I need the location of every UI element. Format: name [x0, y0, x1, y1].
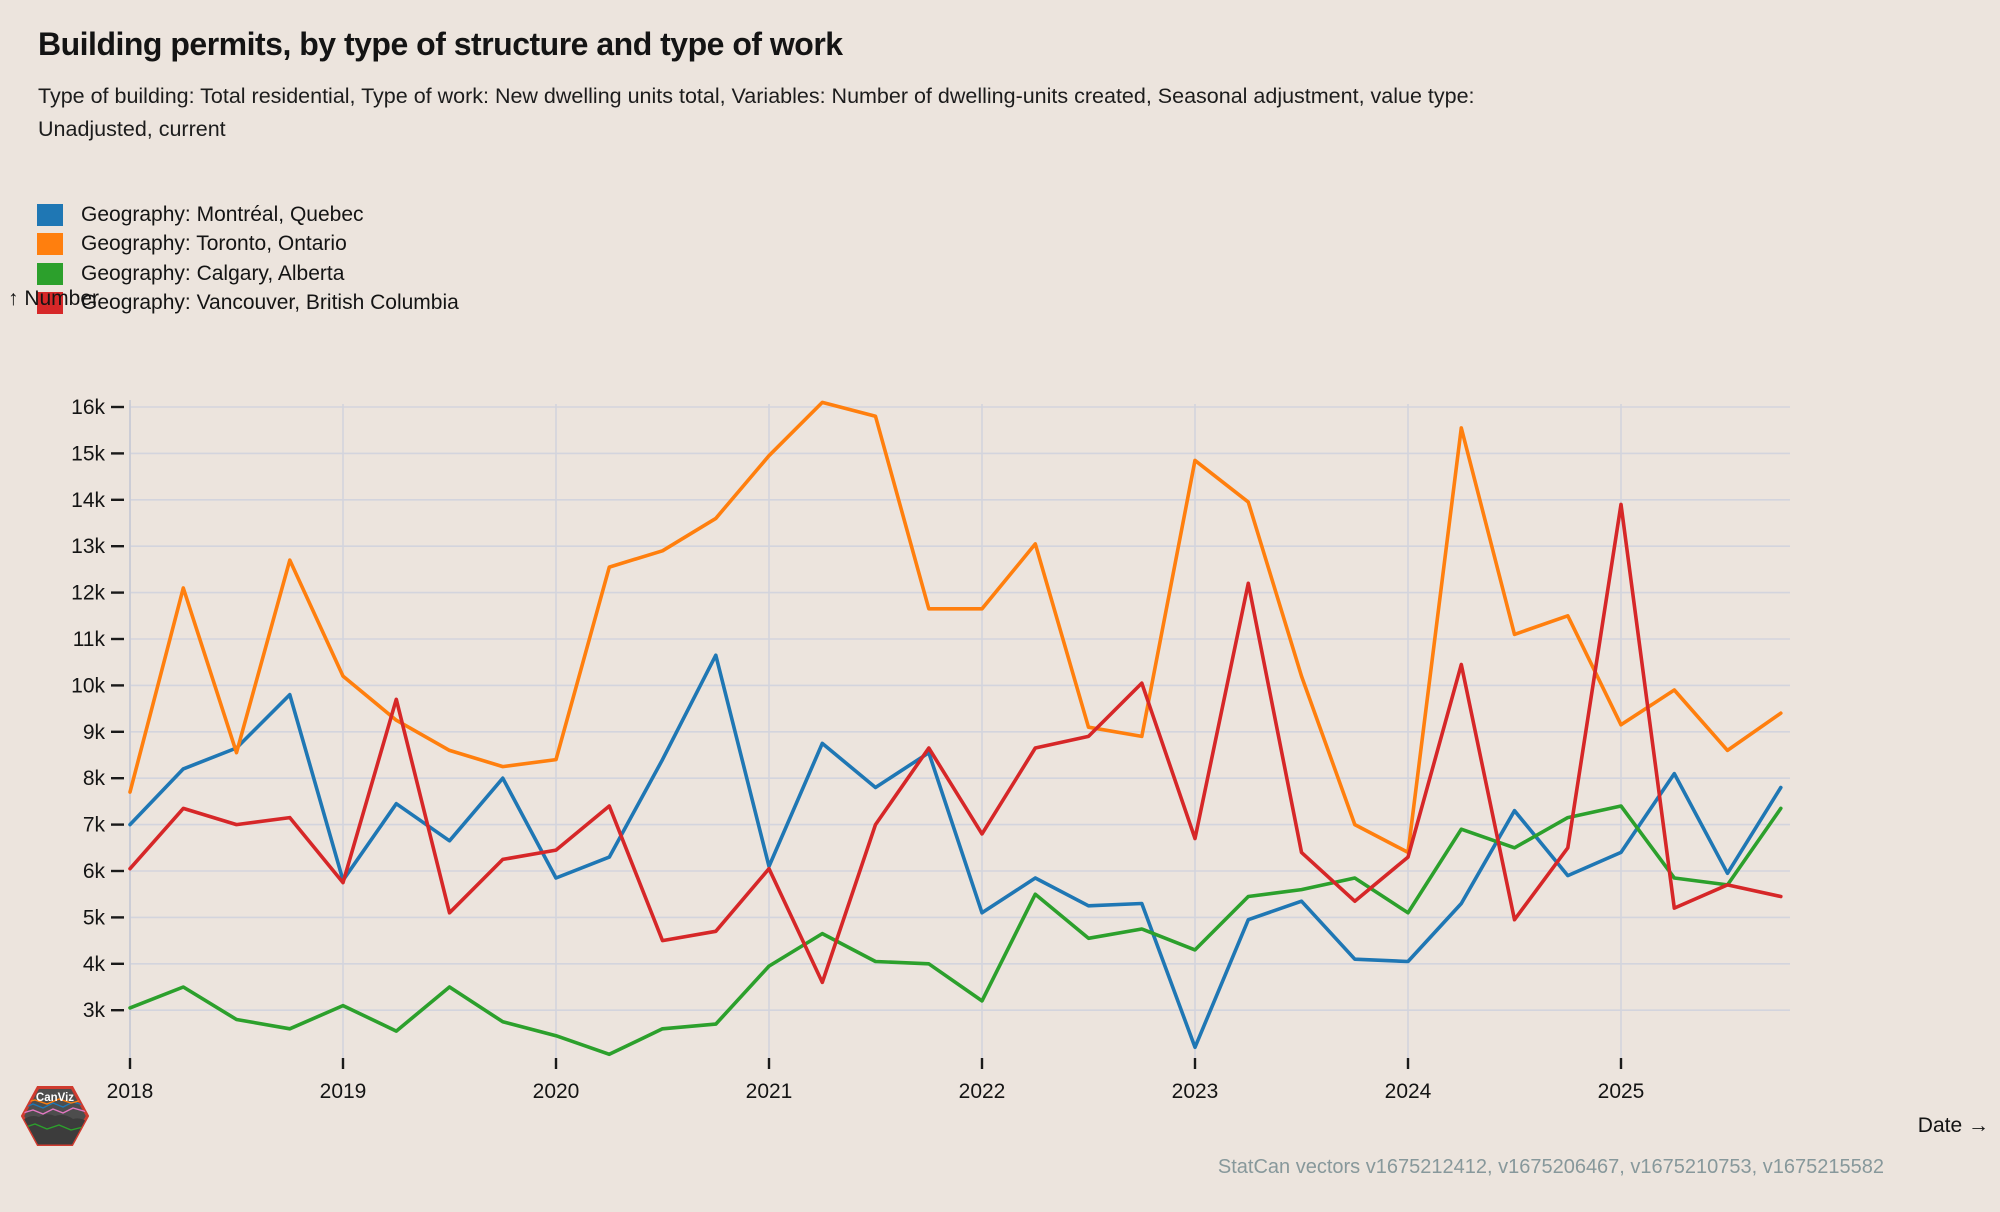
- x-tick-label: 2019: [320, 1080, 367, 1103]
- page-title: Building permits, by type of structure a…: [38, 26, 843, 62]
- y-tick-label: 15k: [71, 442, 105, 465]
- legend-item-2: Geography: Toronto, Ontario: [37, 230, 459, 260]
- legend-label: Geography: Montréal, Quebec: [81, 202, 364, 226]
- y-tick-label: 10k: [71, 674, 105, 697]
- logo-canada-map: [23, 1114, 87, 1145]
- x-tick-label: 2022: [959, 1080, 1006, 1103]
- x-tick-label: 2018: [107, 1080, 154, 1103]
- y-axis-caption: ↑ Number: [8, 287, 99, 310]
- x-tick-label: 2020: [533, 1080, 580, 1103]
- x-tick-label: 2023: [1172, 1080, 1219, 1103]
- y-tick-label: 4k: [83, 953, 106, 976]
- legend-item-3: Geography: Calgary, Alberta: [37, 259, 459, 289]
- logo-text: CanViz: [36, 1092, 74, 1104]
- y-tick-label: 3k: [83, 999, 106, 1022]
- logo-line-orange: [22, 1098, 88, 1105]
- subtitle-line-2: Unadjusted, current: [38, 117, 226, 141]
- series-line-calgary: [128, 804, 1783, 1057]
- x-tick-label: 2024: [1385, 1080, 1432, 1103]
- canviz-logo: CanViz: [20, 1086, 90, 1146]
- legend-label: Geography: Calgary, Alberta: [81, 261, 345, 285]
- legend-item-1: Geography: Montréal, Quebec: [37, 200, 459, 230]
- legend-swatch: [37, 262, 63, 285]
- source-note: StatCan vectors v1675212412, v1675206467…: [1217, 1156, 1884, 1178]
- y-tick-label: 12k: [71, 582, 105, 605]
- x-tick-label: 2021: [746, 1080, 793, 1103]
- y-tick-label: 14k: [71, 489, 105, 512]
- series-line-montr-al: [128, 653, 1783, 1050]
- legend-swatch: [37, 203, 63, 226]
- y-tick-label: 16k: [71, 396, 105, 419]
- y-tick-label: 7k: [83, 814, 106, 837]
- series-line-vancouver: [128, 502, 1783, 985]
- logo-line-green: [22, 1123, 88, 1131]
- x-tick-label: 2025: [1598, 1080, 1645, 1103]
- legend-item-4: Geography: Vancouver, British Columbia: [37, 289, 459, 319]
- y-tick-label: 13k: [71, 535, 105, 558]
- y-tick-label: 5k: [83, 906, 106, 929]
- series-line-toronto: [128, 400, 1783, 855]
- legend-swatch: [37, 233, 63, 256]
- chart-subtitle: Type of building: Total residential, Typ…: [38, 80, 1475, 146]
- y-tick-label: 8k: [83, 767, 106, 790]
- logo-line-pink: [22, 1107, 88, 1115]
- y-tick-label: 6k: [83, 860, 106, 883]
- subtitle-line-1: Type of building: Total residential, Typ…: [38, 84, 1475, 108]
- legend-label: Geography: Toronto, Ontario: [81, 232, 347, 256]
- chart-legend: Geography: Montréal, Quebec Geography: To…: [37, 200, 459, 318]
- y-tick-label: 11k: [73, 628, 106, 651]
- legend-swatch: [37, 292, 63, 315]
- legend-label: Geography: Vancouver, British Columbia: [81, 291, 459, 315]
- x-axis-caption: Date →: [1918, 1114, 1989, 1137]
- y-tick-label: 9k: [83, 721, 106, 744]
